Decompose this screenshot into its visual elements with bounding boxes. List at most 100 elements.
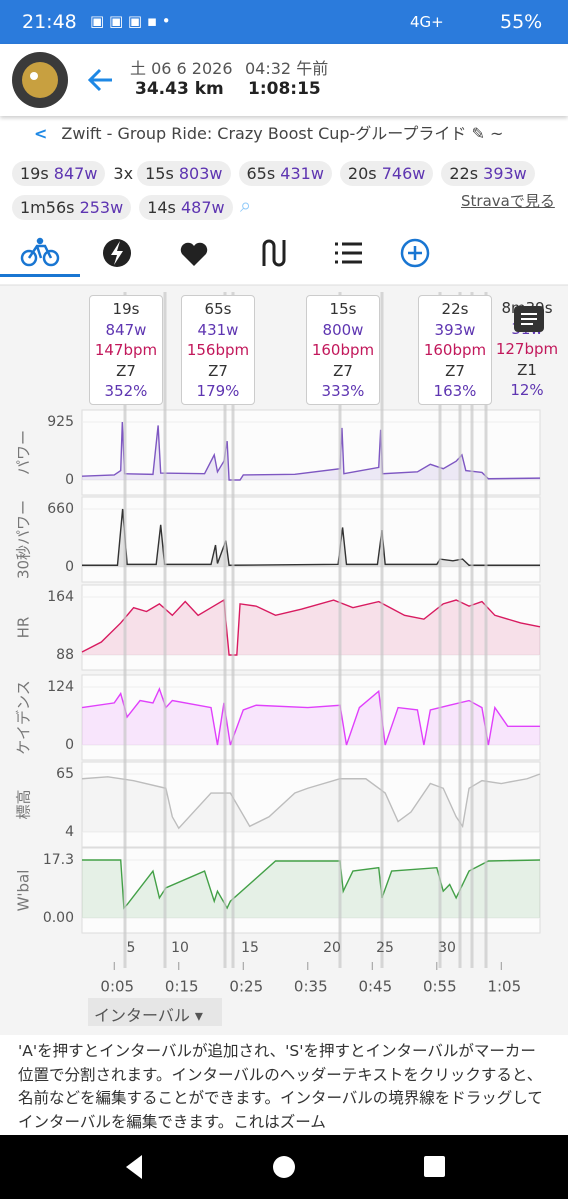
activity-title[interactable]: Zwift - Group Ride: Crazy Boost Cup-グループ… (61, 124, 467, 143)
series-area (82, 774, 540, 832)
interval-chip[interactable]: 19s 847w (12, 161, 106, 186)
nav-home[interactable] (273, 1156, 295, 1178)
series-line (81, 773, 541, 830)
y-tick-label: 0 (65, 737, 74, 753)
card-percent: 352% (104, 382, 148, 400)
series-line (82, 859, 541, 910)
x-tick-label: 0:35 (294, 978, 328, 996)
card-percent: 333% (321, 382, 365, 400)
notification-icons: ▣ ▣ ▣ ▪ • (90, 12, 171, 30)
tab-heart[interactable] (180, 242, 208, 266)
interval-chip[interactable]: 1m56s 253w (12, 195, 132, 220)
y-axis-label: 30秒パワー (15, 500, 33, 579)
nav-back[interactable] (126, 1155, 142, 1179)
card-power: 431w (197, 320, 239, 339)
tab-list[interactable] (335, 242, 362, 264)
interval-chip[interactable]: 65s 431w (238, 161, 332, 186)
tab-underline (0, 274, 80, 277)
chip-power: 253w (79, 198, 124, 217)
series-line (82, 508, 540, 566)
y-tick-label: 0 (65, 472, 74, 488)
tab-add[interactable] (400, 238, 430, 268)
card-heart-rate: 156bpm (186, 341, 250, 359)
chip-duration: 22s (449, 164, 479, 183)
interval-number: 30 (438, 940, 456, 956)
strava-link[interactable]: Stravaで見る (461, 192, 555, 210)
help-text: 'A'を押すとインターバルが追加され、'S'を押すとインターバルがマーカー位置で… (18, 1042, 543, 1131)
y-tick-label: 0 (65, 559, 74, 575)
y-tick-label: 164 (47, 589, 74, 605)
y-axis-label: HR (15, 617, 33, 639)
app-header: 土 06 6 2026 04:32 午前 34.43 km 1:08:15 (0, 44, 568, 116)
y-tick-label: 65 (56, 766, 74, 782)
card-zone: Z7 (333, 361, 353, 380)
panel (81, 584, 541, 671)
activity-title-row: < Zwift - Group Ride: Crazy Boost Cup-グルー… (34, 124, 504, 143)
interval-selector-label: インターバル (94, 1006, 190, 1025)
card-duration: 19s (112, 300, 140, 318)
duration[interactable]: 1:08:15 (248, 79, 321, 99)
chip-duration: 1m56s (20, 198, 75, 217)
card-percent: 179% (196, 382, 240, 400)
nav-recents[interactable] (424, 1156, 445, 1177)
panel (81, 674, 541, 761)
title-suffix: ~ (489, 124, 504, 143)
card-zone: Z7 (116, 361, 136, 380)
y-tick-label: 0.00 (43, 910, 74, 926)
interval-card[interactable]: 22s 393w 160bpm Z7 163% (418, 295, 492, 405)
y-tick-label: 88 (56, 647, 74, 663)
navigation-bar (0, 1135, 568, 1199)
chip-duration: 20s (347, 164, 377, 183)
panel (81, 409, 541, 496)
avatar[interactable] (10, 50, 70, 110)
card-power: 847w (105, 320, 147, 339)
collapse-icon[interactable]: < (34, 124, 48, 143)
back-button[interactable] (86, 66, 116, 94)
card-percent: 163% (433, 382, 477, 400)
chip-row: 19s 847w 3x 15s 803w 65s 431w 20s 746w 22s 39… (12, 161, 543, 186)
series-area (82, 688, 540, 745)
x-tick-label: 0:55 (423, 978, 457, 996)
chip-duration: 15s (145, 164, 174, 183)
chip-prefix: 3x (113, 164, 134, 183)
card-power: 800w (322, 320, 364, 339)
legend-button[interactable] (514, 306, 544, 332)
interval-chip[interactable]: 22s 393w (441, 161, 535, 186)
interval-number: 20 (323, 940, 341, 956)
card-zone: Z1 (517, 360, 537, 379)
interval-selector[interactable]: インターバル ▾ (88, 998, 222, 1026)
interval-number: 10 (171, 940, 189, 956)
interval-chip[interactable]: 20s 746w (339, 161, 434, 186)
tab-route[interactable] (262, 239, 286, 267)
x-tick-label: 0:25 (229, 978, 263, 996)
card-duration: 65s (204, 300, 232, 318)
y-tick-label: 660 (47, 501, 74, 517)
chip-duration: 14s (147, 198, 176, 217)
chip-power: 746w (381, 164, 426, 183)
start-time[interactable]: 04:32 午前 (245, 59, 329, 78)
card-heart-rate: 127bpm (495, 340, 559, 358)
activity-date[interactable]: 土 06 6 2026 (130, 59, 233, 78)
tab-ride[interactable] (20, 237, 60, 267)
interval-chip[interactable]: 15s 803w (137, 161, 231, 186)
interval-chip[interactable]: 14s 487w (139, 195, 233, 220)
interval-card[interactable]: 65s 431w 156bpm Z7 179% (181, 295, 255, 405)
card-duration: 15s (329, 300, 357, 318)
chip-power: 803w (178, 164, 223, 183)
search-icon[interactable]: ⌕ (240, 193, 252, 217)
distance[interactable]: 34.43 km (135, 79, 224, 99)
card-heart-rate: 160bpm (311, 341, 375, 359)
y-axis-label: パワー (15, 430, 33, 475)
interval-card[interactable]: 15s 800w 160bpm Z7 333% (306, 295, 380, 405)
x-tick-label: 0:15 (165, 978, 199, 996)
y-axis-label: 標高 (15, 789, 33, 819)
card-power: 393w (434, 320, 476, 339)
status-bar: 21:48 ▣ ▣ ▣ ▪ • 4G+ 55% (0, 0, 568, 44)
interval-card[interactable]: 19s 847w 147bpm Z7 352% (89, 295, 163, 405)
series-area (82, 860, 540, 918)
y-tick-label: 925 (47, 414, 74, 430)
y-axis-label: ケイデンス (15, 680, 33, 754)
tab-power[interactable] (103, 239, 131, 267)
card-zone: Z7 (445, 361, 465, 380)
